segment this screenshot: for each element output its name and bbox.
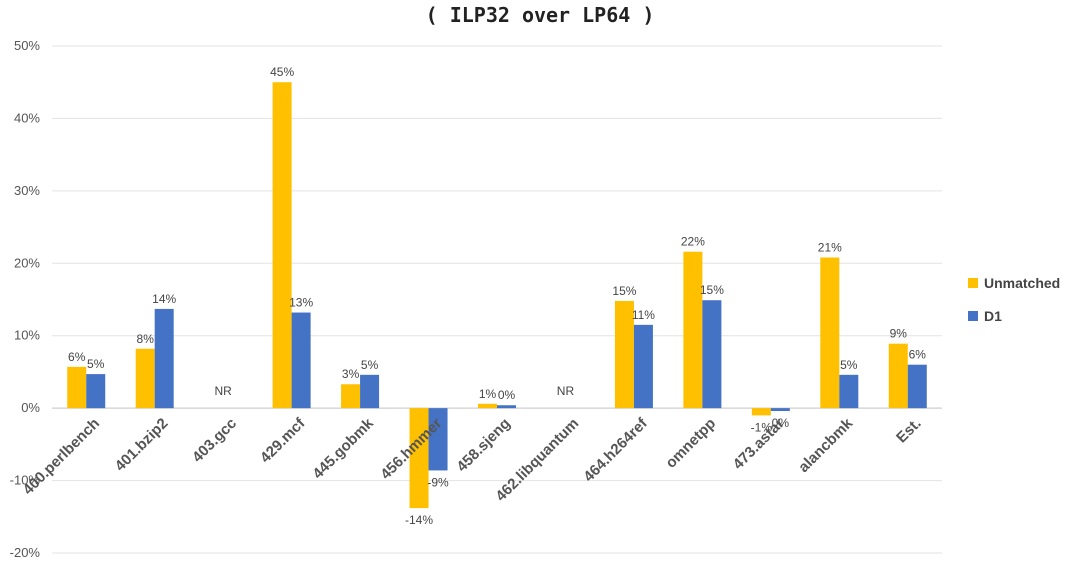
bar-d1-401-bzip2: [154, 308, 174, 409]
data-label-d1-456-hmmer: -9%: [427, 475, 449, 489]
data-label-d1-473-astar: 0%: [772, 416, 790, 430]
y-tick-label: -20%: [10, 545, 41, 560]
data-label-d1-483-xalancbmk: 5%: [840, 358, 858, 372]
data-label-unmatched-401-bzip2: 8%: [137, 332, 155, 346]
category-label-401-bzip2: 401.bzip2: [112, 415, 172, 475]
bar-d1-473-astar: [770, 408, 790, 412]
data-label-d1-401-bzip2: 14%: [152, 292, 176, 306]
data-label-d1-400-perlbench: 5%: [87, 357, 105, 371]
data-label-unmatched-400-perlbench: 6%: [68, 350, 86, 364]
bar-unmatched-est: [888, 343, 908, 409]
bar-unmatched-464-h264ref: [614, 300, 634, 409]
data-label-unmatched-464-h264ref: 15%: [612, 284, 636, 298]
bar-unmatched-400-perlbench: [67, 366, 87, 409]
category-label-464-h264ref: 464.h264ref: [580, 414, 651, 485]
bar-d1-458-sjeng: [497, 405, 516, 409]
data-label-unmatched-429-mcf: 45%: [270, 65, 294, 79]
data-label-d1-est: 6%: [909, 348, 927, 362]
bar-unmatched-456-hmmer: [409, 408, 429, 509]
category-label-483-xalancbmk: alancbmk: [795, 414, 856, 475]
legend-label-d1: D1: [984, 308, 1002, 324]
category-label-471-omnetpp: omnetpp: [662, 415, 719, 472]
bar-d1-483-xalancbmk: [839, 374, 859, 409]
data-label-d1-464-h264ref: 11%: [632, 308, 655, 322]
y-axis-ticks: -20% -10% 0% 10% 20% 30% 40% 50%: [10, 38, 41, 560]
category-label-est: Est.: [893, 415, 924, 446]
data-label-d1-471-omnetpp: 15%: [700, 283, 724, 297]
gridlines: [52, 45, 942, 554]
y-tick-label: 20%: [14, 255, 40, 270]
bar-unmatched-445-gobmk: [341, 384, 361, 409]
bar-d1-456-hmmer: [428, 408, 448, 471]
data-label-unmatched-471-omnetpp: 22%: [681, 235, 705, 249]
y-tick-label: 50%: [14, 38, 40, 53]
bar-d1-400-perlbench: [86, 374, 106, 409]
y-tick-label: -10%: [10, 473, 41, 488]
bar-d1-464-h264ref: [633, 324, 653, 409]
data-label-unmatched-473-astar: -1%: [751, 420, 773, 434]
bar-d1-429-mcf: [291, 312, 311, 409]
category-label-458-sjeng: 458.sjeng: [453, 415, 513, 475]
legend-label-unmatched: Unmatched: [984, 275, 1060, 291]
bar-unmatched-458-sjeng: [478, 403, 497, 409]
data-label-unmatched-est: 9%: [890, 327, 908, 341]
bar-d1-est: [907, 364, 927, 409]
bar-unmatched-401-bzip2: [135, 348, 155, 409]
bar-unmatched-429-mcf: [272, 82, 292, 409]
legend: Unmatched D1: [968, 275, 1060, 324]
data-label-unmatched-456-hmmer: -14%: [405, 513, 433, 527]
bar-unmatched-473-astar: [751, 408, 771, 416]
bar-unmatched-483-xalancbmk: [820, 257, 840, 409]
y-tick-label: 40%: [14, 110, 40, 125]
legend-swatch-unmatched: [968, 278, 978, 288]
y-tick-label: 0%: [21, 400, 40, 415]
y-tick-label: 30%: [14, 183, 40, 198]
data-label-unmatched-483-xalancbmk: 21%: [818, 240, 842, 254]
data-label-d1-429-mcf: 13%: [289, 296, 313, 310]
bar-d1-471-omnetpp: [702, 300, 722, 409]
category-label-403-gcc: 403.gcc: [189, 415, 240, 466]
not-reported-label: NR: [557, 384, 575, 398]
bars: [67, 82, 927, 509]
data-label-d1-458-sjeng: 0%: [498, 388, 516, 402]
legend-swatch-d1: [968, 311, 978, 321]
data-label-d1-445-gobmk: 5%: [361, 358, 379, 372]
category-label-400-perlbench: 400.perlbench: [20, 415, 103, 498]
category-label-429-mcf: 429.mcf: [257, 414, 309, 466]
data-label-unmatched-445-gobmk: 3%: [342, 367, 360, 381]
bar-unmatched-471-omnetpp: [683, 251, 703, 409]
y-tick-label: 10%: [14, 328, 40, 343]
chart-title: ( ILP32 over LP64 ): [426, 3, 655, 27]
data-label-unmatched-458-sjeng: 1%: [479, 387, 497, 401]
category-label-445-gobmk: 445.gobmk: [309, 414, 377, 482]
bar-d1-445-gobmk: [360, 374, 380, 409]
not-reported-label: NR: [214, 384, 232, 398]
